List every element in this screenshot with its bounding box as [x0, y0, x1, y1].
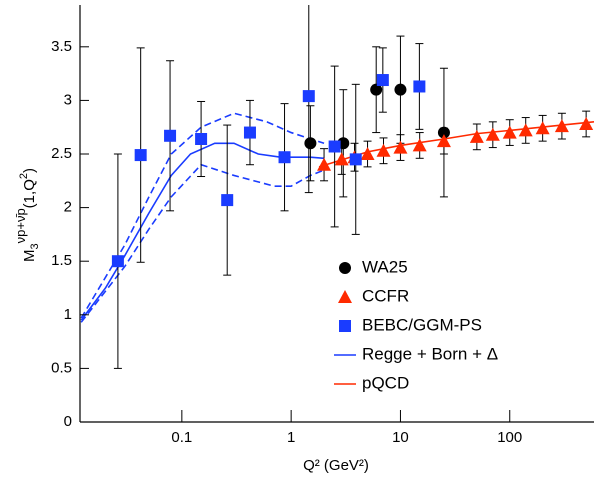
- marker: [485, 127, 500, 141]
- marker: [370, 83, 383, 96]
- marker: [278, 151, 291, 164]
- line: [80, 112, 325, 319]
- y-tick-label: 1.5: [51, 252, 72, 269]
- legend-label: CCFR: [362, 286, 409, 305]
- marker: [393, 140, 408, 154]
- marker: [413, 80, 426, 93]
- marker: [221, 194, 234, 207]
- marker: [469, 129, 484, 143]
- marker: [317, 157, 332, 171]
- y-axis-label: M3νp+ν̄p(1,Q2): [13, 168, 40, 262]
- marker: [134, 149, 147, 162]
- x-tick-label: 0.1: [171, 429, 192, 446]
- x-tick-label: 10: [392, 429, 409, 446]
- y-tick-label: 3: [64, 91, 72, 108]
- marker: [360, 147, 375, 161]
- legend-label: BEBC/GGM-PS: [362, 315, 482, 334]
- marker: [328, 140, 341, 153]
- marker: [195, 132, 208, 145]
- marker: [304, 137, 317, 150]
- line: [80, 163, 325, 323]
- x-axis-label: Q² (GeV²): [303, 457, 369, 474]
- legend-marker: [339, 262, 351, 274]
- y-tick-label: 2: [64, 199, 72, 216]
- legend-label: Regge + Born + Δ: [362, 344, 498, 363]
- marker: [164, 129, 177, 142]
- marker: [243, 126, 256, 139]
- marker: [349, 153, 362, 166]
- legend-marker: [338, 290, 352, 303]
- y-tick-label: 0: [64, 413, 72, 430]
- x-tick-label: 100: [497, 429, 522, 446]
- marker: [302, 90, 315, 103]
- marker: [502, 125, 517, 139]
- marker: [535, 121, 550, 135]
- marker: [412, 138, 427, 152]
- marker: [436, 134, 451, 148]
- x-tick-label: 1: [287, 429, 295, 446]
- y-tick-label: 2.5: [51, 145, 72, 162]
- marker: [518, 123, 533, 137]
- y-tick-label: 3.5: [51, 38, 72, 55]
- marker: [376, 143, 391, 157]
- y-tick-label: 0.5: [51, 359, 72, 376]
- marker: [376, 74, 389, 87]
- legend-label: pQCD: [362, 373, 409, 392]
- marker: [334, 152, 349, 166]
- legend-label: WA25: [362, 257, 408, 276]
- legend-marker: [339, 320, 351, 332]
- marker: [579, 116, 594, 130]
- marker: [111, 255, 124, 268]
- plot-area: [80, 5, 594, 369]
- y-tick-label: 1: [64, 306, 72, 323]
- marker: [394, 83, 407, 96]
- marker: [554, 119, 569, 133]
